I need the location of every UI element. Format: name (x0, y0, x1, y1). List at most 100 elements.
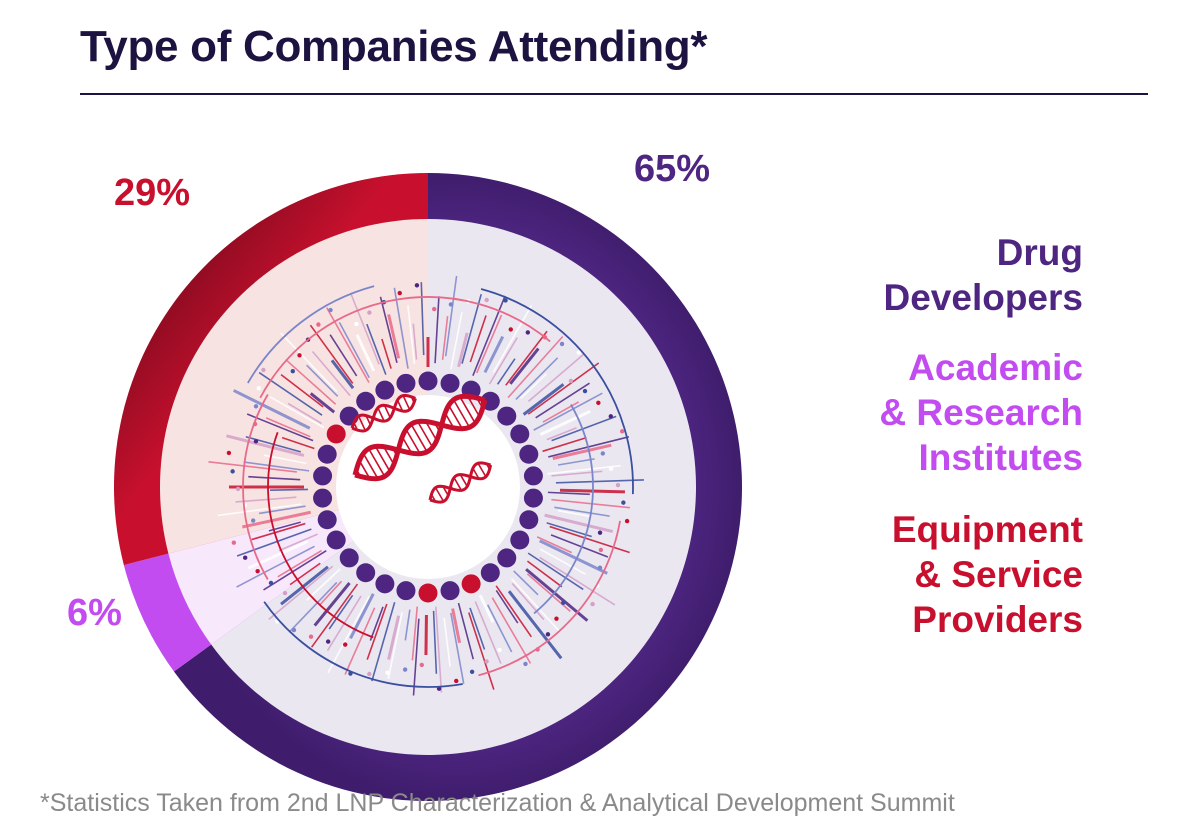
mrna-rung (434, 487, 445, 502)
particle-spike (495, 585, 533, 638)
particle-spike (527, 552, 584, 591)
mrna-rung (401, 436, 413, 454)
particle-spike (474, 601, 502, 664)
particle-bracket (247, 285, 375, 384)
lipid-head (418, 583, 438, 603)
particle-spike (468, 612, 495, 690)
particle-dot (590, 601, 595, 607)
particle-spike (509, 347, 540, 385)
particle-spike (366, 603, 388, 660)
particle-dot (235, 486, 241, 492)
lipid-head (480, 563, 500, 583)
mrna-rung (405, 428, 421, 455)
particle-dot (508, 327, 513, 332)
mrna-rung (468, 475, 471, 479)
mrna-rung (402, 395, 411, 411)
particle-dot (598, 547, 604, 553)
particle-bracket (533, 404, 594, 615)
mrna-rung (410, 423, 428, 453)
particle-spike (306, 568, 341, 601)
particle-spike (387, 612, 403, 680)
particle-spike (496, 358, 516, 385)
title-divider (80, 93, 1148, 95)
particle-spike (281, 436, 315, 450)
particle-spike (551, 470, 603, 477)
particle-dot (596, 400, 601, 406)
particle-spike (330, 359, 355, 390)
particle-dot (597, 530, 603, 535)
particle-spike (371, 602, 396, 682)
mrna-rung (434, 422, 441, 433)
mrna-rung (373, 415, 377, 420)
particle-bracket (242, 394, 269, 580)
mrna-rung (452, 399, 471, 428)
particle-spike (268, 565, 334, 620)
particle-dot (597, 565, 603, 570)
particle-spike (235, 496, 297, 503)
particle-dot (343, 642, 348, 647)
particle-spike (226, 434, 305, 457)
particle-spike (349, 593, 375, 640)
particle-spike (522, 383, 565, 416)
particle-dot (615, 482, 621, 488)
page-title: Type of Companies Attending* (80, 22, 708, 71)
particle-dot (484, 297, 489, 303)
mrna-rung (398, 445, 404, 452)
particle-spike (552, 443, 612, 460)
particle-spike (393, 287, 409, 369)
particle-spike (505, 330, 548, 386)
mrna-rung (417, 421, 434, 448)
particle-dot (414, 283, 420, 288)
particle-bracket (478, 520, 621, 677)
particle-dot (545, 632, 551, 637)
particle-spike (420, 282, 425, 356)
particle-spike (313, 582, 351, 627)
mrna-rung (442, 486, 449, 496)
mrna-rung (459, 396, 476, 424)
particle-spike (507, 335, 564, 399)
particle-dot (559, 341, 565, 347)
mrna-strand (428, 461, 493, 504)
particle-spike (542, 401, 580, 423)
particle-dot (432, 306, 437, 312)
particle-dot (582, 388, 588, 394)
mrna-rung (444, 412, 455, 429)
particle-spike (285, 358, 337, 405)
particle-spike (450, 312, 463, 370)
particle-spike (366, 323, 387, 375)
particle-spike (412, 323, 418, 360)
particle-spike (539, 539, 608, 575)
particle-dot (402, 667, 408, 672)
particle-spike (451, 608, 462, 644)
particle-spike (248, 475, 301, 481)
particle-spike (258, 505, 306, 515)
particle-spike (519, 373, 548, 400)
particle-spike (263, 549, 327, 591)
particle-dot (561, 600, 566, 605)
particle-dot (503, 298, 508, 303)
particle-spike (526, 560, 563, 588)
particle-spike (527, 353, 585, 402)
mrna-rung (430, 494, 437, 502)
lipid-head (440, 581, 460, 601)
particle-dot (328, 307, 333, 313)
particle-spike (539, 409, 591, 436)
particle-spike (469, 315, 487, 363)
particle-dot (282, 590, 288, 596)
particle-spike (278, 533, 318, 552)
particle-dot (568, 378, 574, 384)
particle-bracket (263, 601, 463, 688)
mrna-rung (477, 462, 487, 478)
particle-spike (246, 413, 314, 442)
particle-spike (258, 371, 323, 416)
particle-spike (325, 307, 370, 383)
particle-spike (457, 602, 475, 660)
mrna-rung (450, 485, 454, 490)
lipid-head (510, 530, 530, 550)
particle-spike (251, 522, 306, 541)
particle-dot (576, 350, 581, 355)
lipid-head (317, 510, 337, 530)
lipid-head (313, 488, 333, 508)
mrna-rung (353, 422, 359, 431)
